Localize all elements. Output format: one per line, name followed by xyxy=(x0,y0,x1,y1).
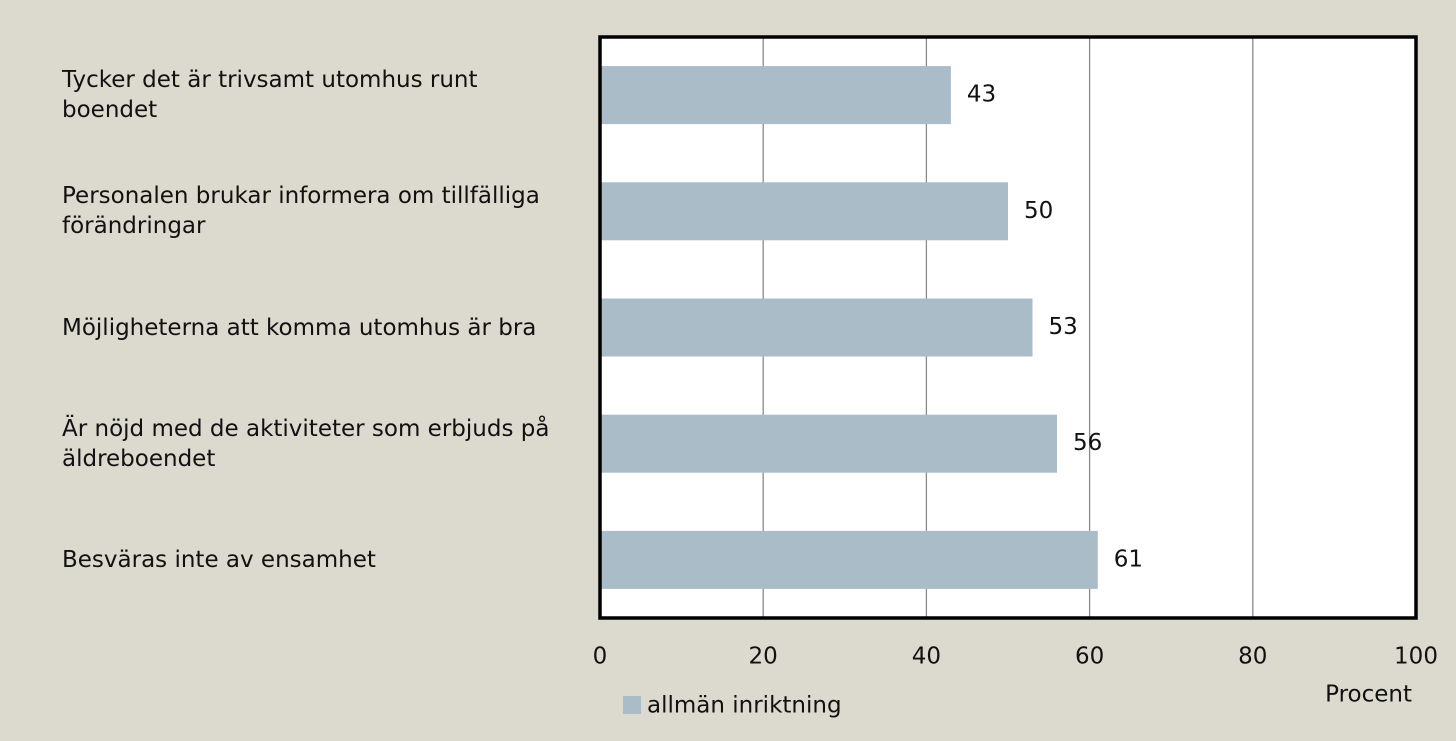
x-tick-label: 80 xyxy=(1238,644,1267,670)
x-tick-label: 60 xyxy=(1075,644,1104,670)
bar xyxy=(600,414,1057,473)
x-tick-label: 100 xyxy=(1394,644,1438,670)
legend-swatch xyxy=(623,696,641,714)
y-tick-label: Personalen brukar informera om tillfälli… xyxy=(62,183,540,240)
value-label: 61 xyxy=(1114,546,1143,572)
value-label: 43 xyxy=(967,82,996,108)
y-tick-label: Är nöjd med de aktiviteter som erbjuds p… xyxy=(62,415,550,472)
y-tick-label: Besväras inte av ensamhet xyxy=(62,546,376,573)
legend-label: allmän inriktning xyxy=(647,693,842,719)
x-tick-label: 20 xyxy=(749,644,778,670)
plot-border xyxy=(598,35,1418,620)
value-label: 50 xyxy=(1024,198,1053,224)
x-tick-label: 40 xyxy=(912,644,941,670)
x-axis-label: Procent xyxy=(1325,682,1412,708)
bar xyxy=(600,182,1008,241)
value-label: 56 xyxy=(1073,430,1102,456)
y-tick-label: Möjligheterna att komma utomhus är bra xyxy=(62,314,537,341)
x-tick-label: 0 xyxy=(593,644,608,670)
y-tick-label: Tycker det är trivsamt utomhus runt boen… xyxy=(62,67,478,124)
value-label: 53 xyxy=(1048,314,1077,340)
bar xyxy=(600,298,1033,357)
bar xyxy=(600,66,951,125)
bar xyxy=(600,530,1098,589)
